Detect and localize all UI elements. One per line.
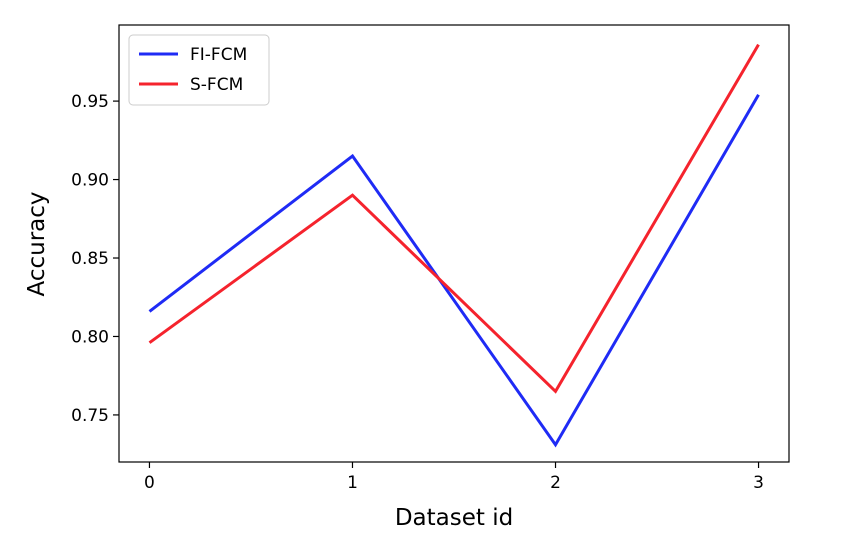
legend-label-fi-fcm: FI-FCM — [190, 45, 247, 65]
series-layer — [148, 43, 760, 448]
y-tick-label: 0.90 — [71, 171, 109, 191]
x-tick-label: 3 — [753, 473, 764, 493]
tick-layer: 0 1 2 3 0.75 0.80 0.85 0.90 0.95 — [71, 92, 764, 493]
x-tick-label: 2 — [550, 473, 561, 493]
y-tick-label: 0.80 — [71, 327, 109, 347]
series-line-fi-fcm — [148, 94, 760, 448]
x-tick-label: 1 — [347, 473, 358, 493]
y-axis-label: Accuracy — [24, 191, 50, 296]
series-line-s-fcm — [148, 43, 760, 394]
x-tick-label: 0 — [144, 473, 155, 493]
y-tick-label: 0.95 — [71, 92, 109, 112]
x-axis-label: Dataset id — [395, 505, 513, 531]
plot-frame — [118, 24, 790, 463]
legend: FI-FCM S-FCM — [128, 34, 270, 106]
y-tick-label: 0.75 — [71, 406, 109, 426]
legend-label-s-fcm: S-FCM — [190, 75, 243, 95]
y-tick-label: 0.85 — [71, 249, 109, 269]
